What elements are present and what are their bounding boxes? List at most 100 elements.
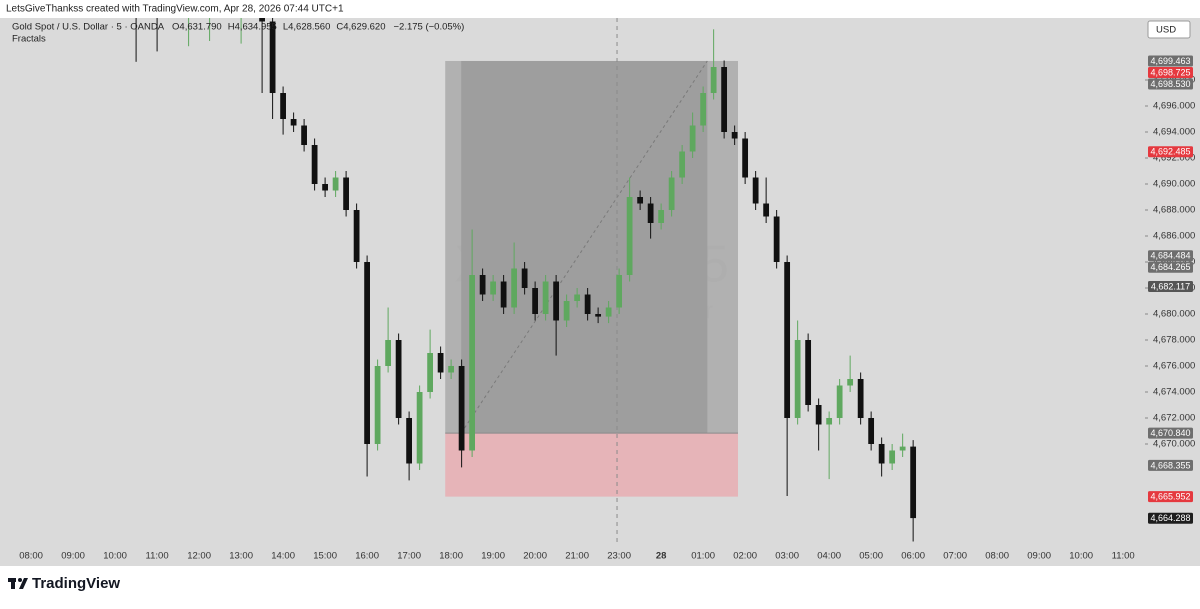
candle-body (658, 210, 665, 224)
x-tick-label: 05:00 (859, 551, 883, 562)
x-tick-label: 12:00 (187, 551, 211, 562)
y-tick-label: 4,672.000 (1153, 413, 1195, 424)
logo-mark (18, 578, 22, 582)
candle-body (290, 119, 297, 126)
price-label-box (1148, 250, 1193, 262)
currency[interactable]: USD (1156, 25, 1176, 36)
price-label: 4,684.484 (1150, 251, 1190, 261)
candle-body (836, 385, 843, 418)
candle-body (511, 268, 518, 308)
candle-body (595, 313, 602, 317)
candle-body (668, 177, 675, 211)
candle-body (731, 132, 738, 139)
candle-body (794, 339, 801, 418)
candle-body (679, 151, 686, 178)
x-tick-label: 02:00 (733, 551, 757, 562)
x-tick-label: 21:00 (565, 551, 589, 562)
candle-body (710, 67, 717, 94)
candle-body (805, 339, 812, 405)
legend-symbol: Gold Spot / U.S. Dollar · 5 · OANDA (12, 22, 165, 33)
x-tick-label: 14:00 (271, 551, 295, 562)
candle-body (259, 18, 265, 22)
candle-body (406, 417, 412, 464)
price-label-box (1148, 146, 1193, 158)
y-tick-label: 4,686.000 (1153, 231, 1195, 242)
candle-body (773, 216, 780, 263)
y-tick-label: 4,688.000 (1153, 205, 1195, 216)
candle-body (605, 307, 612, 317)
candle-body (385, 339, 391, 366)
candle-body (479, 275, 486, 295)
price-label-box (1148, 491, 1193, 503)
candle-body (437, 352, 444, 373)
x-tick-label: 20:00 (523, 551, 547, 562)
candle-body (280, 93, 286, 120)
price-label-box (1148, 512, 1193, 524)
candle-body (532, 287, 539, 314)
logo: TradingView (8, 575, 120, 592)
x-tick-label: 17:00 (397, 551, 421, 562)
candle-body (542, 281, 549, 314)
candle-body (889, 450, 896, 464)
legend-ohlc: H4,634.955 (228, 22, 277, 33)
candle-body (469, 275, 476, 451)
candle-body (269, 21, 276, 94)
price-label-box (1148, 261, 1193, 273)
candle-body (868, 417, 875, 444)
candle-body (584, 294, 591, 314)
plot-area: XAUUSD, 5Gold Spot / U.S. Dollar (135, 18, 917, 545)
x-tick-label: 04:00 (817, 551, 841, 562)
candle-body (647, 203, 654, 224)
price-label-box (1148, 55, 1193, 67)
x-tick-label: 06:00 (901, 551, 925, 562)
footer-brand: TradingView (32, 575, 120, 592)
candle-body (553, 281, 560, 321)
header: LetsGiveThankss created with TradingView… (6, 4, 344, 15)
logo-mark (11, 578, 15, 589)
candle-body (343, 177, 349, 211)
x-tick-label: 10:00 (103, 551, 127, 562)
candle-body (689, 125, 696, 152)
candle-body (427, 352, 433, 392)
candle-body (301, 125, 307, 146)
y-tick-label: 4,678.000 (1153, 335, 1195, 346)
candle-body (563, 300, 570, 321)
price-label: 4,698.725 (1150, 67, 1190, 77)
price-label: 4,665.952 (1150, 491, 1190, 501)
price-label-box (1148, 280, 1193, 292)
candle-body (847, 378, 854, 386)
x-tick-label: 03:00 (775, 551, 799, 562)
legend-values: O4,631.790 H4,634.955 L4,628.560 C4,629.620… (172, 22, 464, 33)
candle-body (353, 210, 360, 263)
overlay: 4,670.000 4,672.000 4,674.000 4,676.000 4,67… (19, 55, 1195, 562)
x-tick-label: 18:00 (439, 551, 463, 562)
stop-zone (445, 433, 738, 497)
price-label: 4,692.485 (1150, 147, 1190, 157)
price-label: 4,668.355 (1150, 460, 1190, 470)
candle-body (374, 365, 381, 444)
x-tick-label: 23:00 (607, 551, 631, 562)
x-tick-label: 07:00 (943, 551, 967, 562)
y-tick-label: 4,670.000 (1153, 439, 1195, 450)
trade-path (460, 60, 708, 434)
legend-ohlc: C4,629.620 (336, 22, 385, 33)
candle-body (815, 404, 822, 425)
candle-body (857, 378, 864, 418)
y-tick-label: 4,676.000 (1153, 361, 1195, 372)
candle-body (490, 281, 497, 295)
x-tick-label: 13:00 (229, 551, 253, 562)
y-tick-label: 4,680.000 (1153, 309, 1195, 320)
candle-body (311, 145, 318, 185)
candle-body (637, 197, 644, 204)
candle-body (899, 446, 906, 451)
x-tick-label: 16:00 (355, 551, 379, 562)
price-label-box (1148, 78, 1193, 90)
candle-body (784, 262, 791, 418)
candle-body (752, 177, 759, 204)
price-label: 4,670.840 (1150, 428, 1190, 438)
x-tick-label: 08:00 (985, 551, 1009, 562)
y-tick-label: 4,696.000 (1153, 101, 1195, 112)
currency-button[interactable] (1147, 20, 1191, 39)
x-tick-label: 10:00 (1069, 551, 1093, 562)
